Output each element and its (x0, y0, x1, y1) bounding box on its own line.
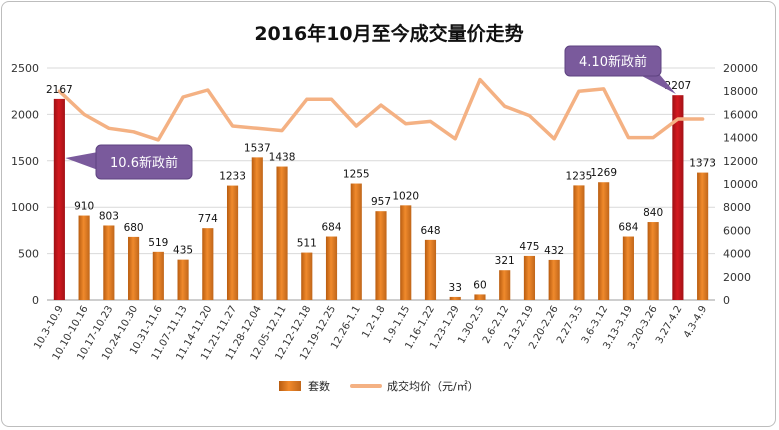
bar-data-label: 432 (544, 245, 564, 257)
y-left-tick-label: 0 (32, 294, 39, 307)
bar (325, 236, 338, 300)
bar-data-label: 33 (449, 282, 462, 294)
legend-label-line: 成交均价（元/㎡） (387, 379, 479, 393)
callout-label: 10.6新政前 (110, 155, 178, 171)
bar (301, 252, 313, 300)
bar (78, 215, 90, 300)
annotations: 10.6新政前 4.10新政前 (65, 45, 676, 180)
bar-data-label: 680 (124, 222, 144, 234)
y-left-tick-label: 500 (18, 248, 39, 261)
bar (103, 225, 115, 300)
bar-data-label: 2167 (46, 84, 73, 96)
y-right-tick-label: 20000 (723, 62, 758, 75)
bar-data-label: 803 (99, 210, 119, 222)
callout-pointer (65, 152, 98, 170)
y-left-tick-label: 1000 (11, 201, 39, 214)
bar (202, 228, 214, 300)
bar (622, 236, 634, 300)
bar-data-label: 60 (473, 279, 486, 291)
legend-swatch-bars (279, 381, 301, 391)
bar (697, 172, 709, 300)
y-axis-left: 0 500 1000 1500 2000 2500 (11, 62, 39, 307)
bar (573, 185, 585, 300)
bar-data-label: 957 (371, 196, 391, 208)
bar-data-label: 475 (519, 241, 539, 253)
y-right-tick-label: 14000 (723, 132, 758, 145)
y-axis-right: 0 2000 4000 6000 8000 10000 12000 14000 16000 180… (723, 62, 758, 307)
legend-label-bars: 套数 (308, 380, 330, 393)
y-right-tick-label: 2000 (723, 271, 751, 284)
bar (226, 185, 239, 300)
bar-data-label: 1255 (343, 169, 370, 181)
y-right-tick-label: 18000 (723, 85, 758, 98)
bar-data-label: 1233 (219, 171, 246, 183)
legend: 套数 成交均价（元/㎡） (279, 379, 479, 393)
bar-data-label: 840 (643, 207, 663, 219)
bar-data-label: 774 (198, 213, 218, 225)
y-right-tick-label: 10000 (723, 178, 758, 191)
callout-box (95, 144, 193, 180)
bar (53, 98, 65, 300)
bar (375, 211, 387, 300)
bar (251, 157, 263, 300)
line-series (57, 77, 705, 142)
bar-data-label: 321 (495, 255, 515, 267)
bar (350, 183, 362, 300)
bar-data-label: 910 (74, 201, 94, 213)
x-tick-label: 1.2-1.8 (360, 304, 387, 340)
bar-data-label: 1235 (566, 170, 593, 182)
bar-data-label: 1020 (392, 190, 419, 202)
y-right-tick-label: 4000 (723, 248, 751, 261)
bar-data-label: 511 (297, 238, 317, 250)
y-right-tick-label: 12000 (723, 155, 758, 168)
callout-label: 4.10新政前 (579, 54, 647, 70)
bar (400, 205, 412, 300)
y-left-tick-label: 1500 (11, 155, 39, 168)
bar (276, 166, 288, 300)
bar-data-label: 1438 (269, 152, 296, 164)
bar-data-label: 1269 (590, 167, 617, 179)
callout-box (564, 45, 662, 77)
bar (177, 259, 189, 300)
bar-data-label: 1537 (244, 142, 271, 154)
chart-title: 2016年10月至今成交量价走势 (254, 22, 523, 45)
price-line (57, 77, 705, 142)
bar (548, 259, 560, 300)
y-right-tick-label: 0 (723, 294, 730, 307)
bar (424, 239, 437, 300)
bar-series (53, 95, 709, 300)
bar-data-label: 1373 (689, 158, 716, 170)
bar (474, 294, 486, 300)
bar (499, 270, 511, 300)
bar (647, 222, 659, 300)
y-right-tick-label: 6000 (723, 224, 751, 237)
bar (128, 236, 140, 300)
y-left-tick-label: 2500 (11, 62, 39, 75)
bar (449, 296, 461, 300)
x-axis: 10.3-10.910.10-10.1610.17-10.2310.24-10.… (32, 304, 709, 362)
y-left-tick-label: 2000 (11, 108, 39, 121)
bar (523, 255, 536, 300)
bar-data-label: 684 (618, 222, 638, 234)
callout-pointer (640, 75, 676, 94)
bar-data-label: 648 (420, 225, 440, 237)
x-tick-label: 4.3-4.9 (682, 304, 709, 340)
y-right-tick-label: 16000 (723, 108, 758, 121)
bar (598, 182, 610, 300)
bar (152, 251, 164, 300)
y-right-tick-label: 8000 (723, 201, 751, 214)
bar-data-label: 519 (148, 237, 168, 249)
bar (672, 95, 684, 300)
bar-data-label: 435 (173, 245, 193, 257)
bar-data-label: 684 (321, 222, 341, 234)
